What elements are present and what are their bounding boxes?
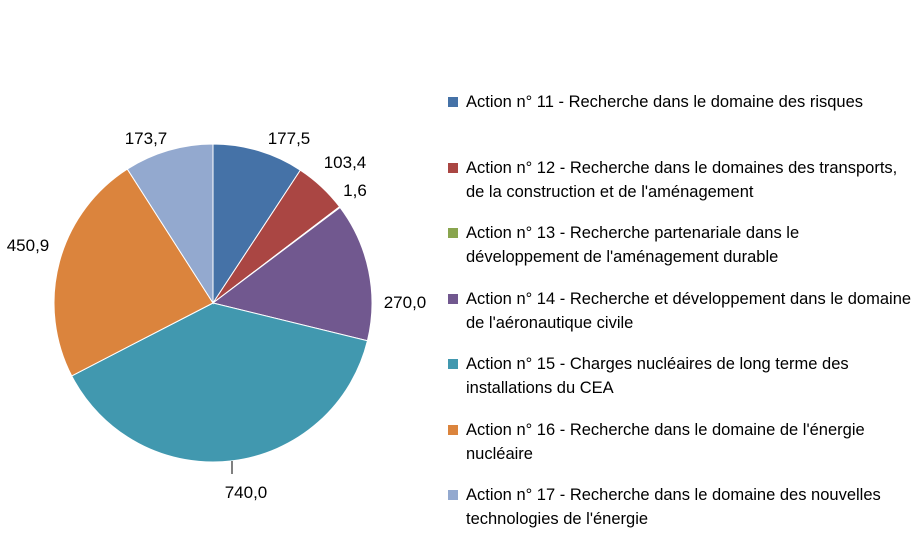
data-label: 173,7	[125, 129, 168, 148]
legend-item: Action n° 12 - Recherche dans le domaine…	[448, 156, 913, 222]
legend-item: Action n° 16 - Recherche dans le domaine…	[448, 418, 913, 484]
pie-slice	[126, 143, 214, 305]
legend-label: Action n° 12 - Recherche dans le domaine…	[466, 158, 898, 201]
legend-swatch	[448, 424, 458, 435]
legend-swatch	[448, 97, 458, 107]
legend-item: Action n° 13 - Recherche partenariale da…	[448, 221, 913, 287]
data-label: 177,5	[268, 129, 311, 148]
pie-slice	[212, 143, 302, 305]
data-label: 1,6	[343, 181, 367, 200]
legend-label: Action n° 16 - Recherche dans le domaine…	[466, 420, 865, 463]
legend: Action n° 11 - Recherche dans le domaine…	[448, 90, 913, 549]
pie-slice	[53, 168, 214, 377]
data-label: 270,0	[384, 293, 427, 312]
data-label: 450,9	[7, 236, 50, 255]
legend-swatch	[448, 228, 458, 238]
legend-item: Action n° 11 - Recherche dans le domaine…	[448, 90, 913, 156]
legend-swatch	[448, 162, 458, 173]
pie-slice	[71, 302, 369, 463]
legend-label: Action n° 17 - Recherche dans le domaine…	[466, 486, 881, 528]
legend-label: Action n° 15 - Charges nucléaires de lon…	[466, 355, 849, 397]
legend-label: Action n° 14 - Recherche et développemen…	[466, 289, 912, 332]
legend-item: Action n° 14 - Recherche et développemen…	[448, 287, 913, 353]
pie-slice	[211, 206, 373, 342]
pie-chart: 177,5 103,4 1,6 270,0 740,0 450,9 173,7	[7, 129, 427, 502]
legend-item: Action n° 17 - Recherche dans le domaine…	[448, 483, 913, 549]
legend-swatch	[448, 359, 458, 369]
legend-item: Action n° 15 - Charges nucléaires de lon…	[448, 352, 913, 418]
data-label: 103,4	[324, 153, 367, 172]
legend-swatch	[448, 293, 458, 304]
legend-label: Action n° 11 - Recherche dans le domaine…	[466, 93, 864, 111]
legend-label: Action n° 13 - Recherche partenariale da…	[466, 224, 800, 266]
data-label: 740,0	[225, 483, 268, 502]
legend-swatch	[448, 490, 458, 500]
